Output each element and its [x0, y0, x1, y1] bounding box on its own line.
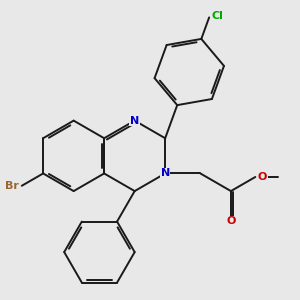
Text: N: N: [160, 169, 170, 178]
Text: O: O: [226, 216, 236, 226]
Text: Cl: Cl: [212, 11, 224, 21]
Text: N: N: [130, 116, 139, 126]
Text: Br: Br: [5, 181, 19, 191]
Text: O: O: [258, 172, 267, 182]
